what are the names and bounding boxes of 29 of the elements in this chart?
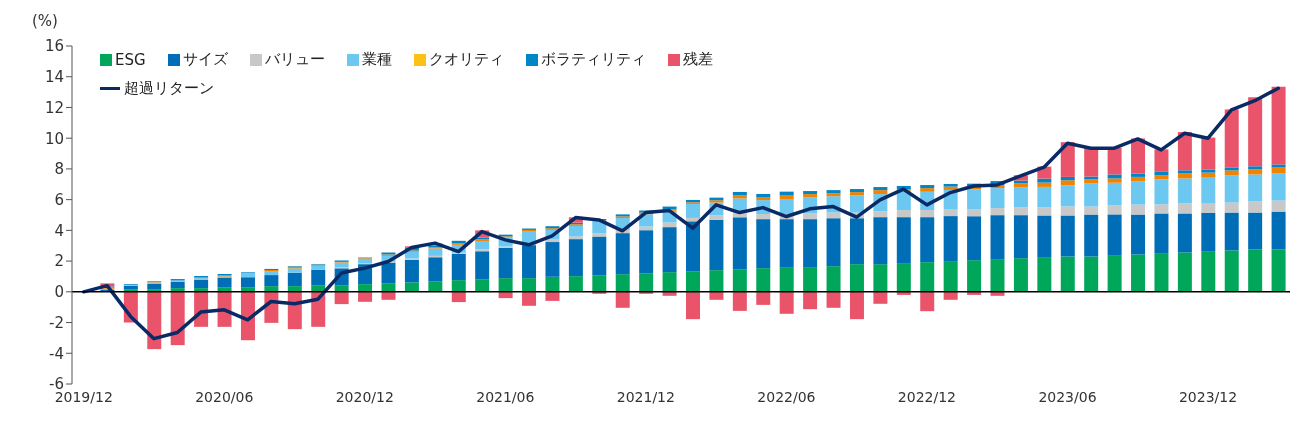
legend-label: ESG (115, 50, 146, 69)
x-tick-label: 2021/12 (616, 388, 675, 405)
y-tick-label: 14 (44, 68, 64, 87)
x-tick-label: 2022/12 (897, 388, 957, 405)
y-tick-label: 8 (54, 160, 64, 179)
y-tick-label: 12 (44, 98, 64, 117)
y-tick-label: 4 (54, 221, 64, 240)
x-tick-label: 2022/06 (757, 388, 816, 405)
legend-label: 残差 (682, 50, 713, 69)
legend-label: クオリティ (428, 50, 504, 69)
x-tick-label: 2020/12 (335, 388, 394, 405)
y-tick-label: -4 (49, 344, 64, 363)
y-axis-title: (%) (32, 12, 58, 30)
y-tick-label: -2 (49, 313, 64, 332)
y-tick-label: 0 (54, 283, 64, 302)
y-tick-label: 16 (44, 37, 64, 56)
x-tick-label: 2021/06 (476, 388, 535, 405)
y-tick-label: 6 (54, 190, 64, 209)
legend-label: ボラティリティ (540, 50, 646, 69)
x-tick-label: 2020/06 (195, 388, 254, 405)
legend-label: バリュー (264, 50, 325, 69)
x-tick-label: 2023/06 (1038, 388, 1097, 405)
x-tick-label: 2023/12 (1178, 388, 1238, 405)
y-tick-label: 10 (44, 129, 64, 148)
legend-label: 超過リターン (124, 79, 214, 98)
x-tick-label: 2019/12 (54, 388, 113, 405)
legend-label: 業種 (361, 50, 392, 69)
y-tick-label: 2 (54, 252, 64, 271)
legend-label: サイズ (182, 50, 228, 69)
